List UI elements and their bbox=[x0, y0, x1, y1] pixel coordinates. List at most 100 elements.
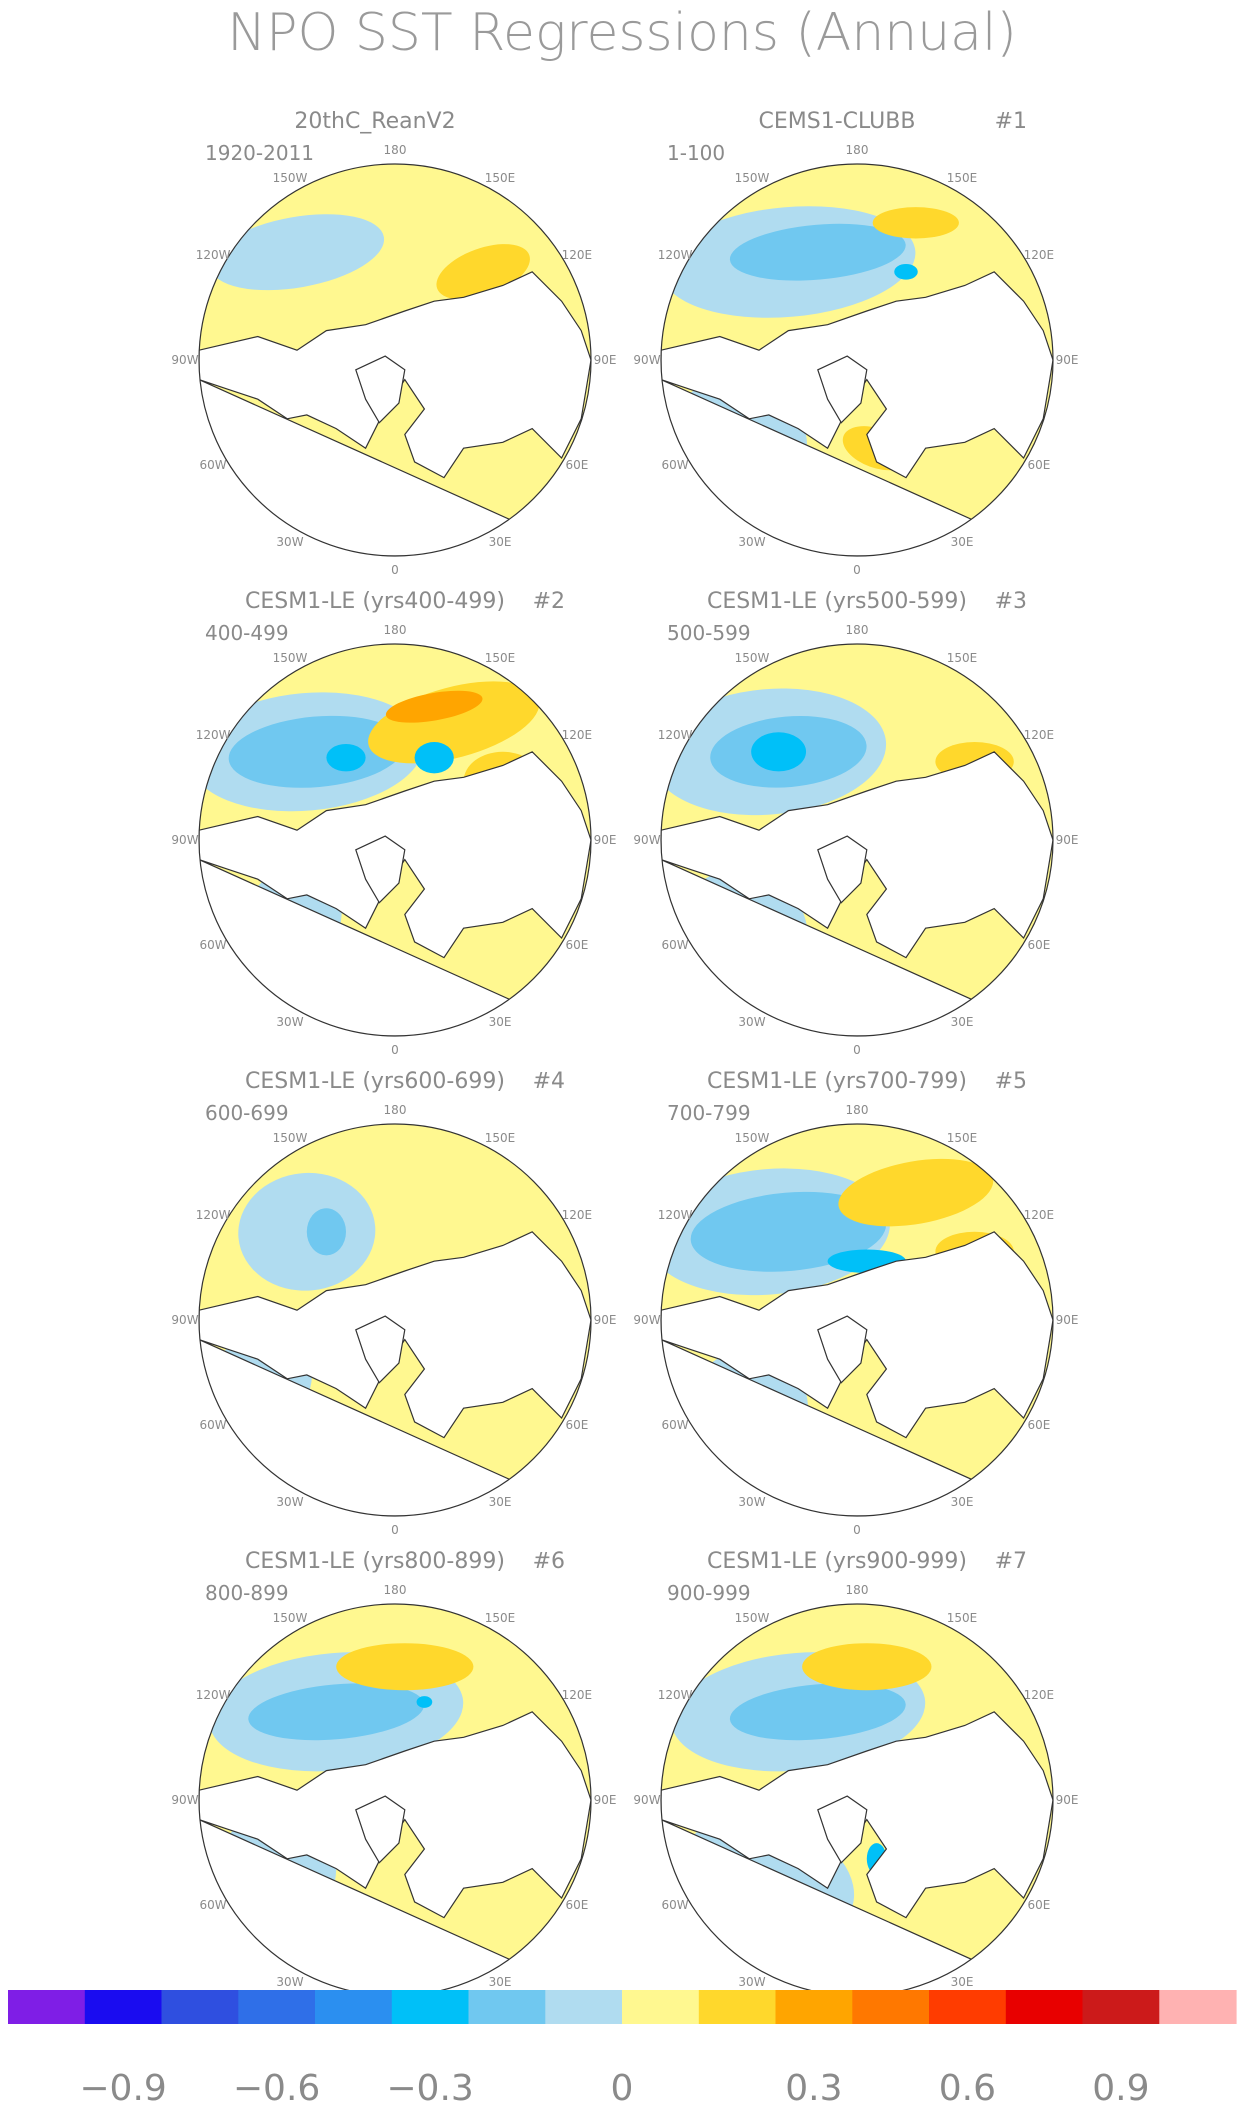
colorbar: −0.9 −0.6 −0.3 0 0.3 0.6 0.9 bbox=[8, 1990, 1237, 2109]
lon-label: 30E bbox=[951, 1975, 974, 1989]
lon-label: 30W bbox=[276, 1015, 303, 1029]
lon-label: 180 bbox=[384, 143, 407, 157]
land-mask bbox=[199, 1711, 591, 1996]
map-border bbox=[198, 1123, 592, 1517]
land-mask bbox=[661, 751, 1053, 1036]
land-mask bbox=[661, 271, 1053, 556]
map-panel: 180150E120E90E60E30E030W60W90W120W150WCE… bbox=[633, 1069, 1078, 1537]
lon-label: 60E bbox=[565, 938, 588, 952]
lon-label: 150E bbox=[947, 1131, 978, 1145]
lon-label: 150W bbox=[273, 651, 308, 665]
lon-label: 30E bbox=[489, 1015, 512, 1029]
lon-label: 0 bbox=[391, 1043, 399, 1057]
colorbar-tick-label: 0.6 bbox=[939, 2068, 996, 2109]
map-border bbox=[660, 163, 1054, 557]
lon-label: 180 bbox=[384, 623, 407, 637]
lon-label: 150E bbox=[947, 651, 978, 665]
colorbar-swatch bbox=[545, 1990, 623, 2024]
greenland-outline bbox=[817, 355, 868, 424]
lon-label: 90E bbox=[594, 833, 617, 847]
lon-label: 150W bbox=[735, 171, 770, 185]
lon-label: 30E bbox=[951, 1495, 974, 1509]
lon-label: 120W bbox=[196, 1208, 231, 1222]
panel-years: 600-699 bbox=[205, 1101, 289, 1125]
lon-label: 180 bbox=[384, 1103, 407, 1117]
colorbar-swatch bbox=[852, 1990, 930, 2024]
colorbar-tick-label: 0.3 bbox=[785, 2068, 842, 2109]
colorbar-swatch bbox=[8, 1990, 86, 2024]
lon-label: 90E bbox=[1056, 353, 1079, 367]
panel-years: 500-599 bbox=[667, 621, 751, 645]
land-mask bbox=[199, 751, 591, 1036]
greenland-outline bbox=[355, 355, 406, 424]
lon-label: 30W bbox=[738, 1015, 765, 1029]
colorbar-swatch bbox=[84, 1990, 163, 2024]
greenland-outline bbox=[355, 1315, 406, 1384]
lon-label: 60E bbox=[565, 458, 588, 472]
colorbar-tick-label: 0.9 bbox=[1092, 2068, 1149, 2109]
figure-title: NPO SST Regressions (Annual) bbox=[227, 3, 1017, 63]
lon-label: 180 bbox=[846, 623, 869, 637]
panel-tag: #7 bbox=[995, 1549, 1027, 1574]
colorbar-tick-label: −0.3 bbox=[386, 2068, 473, 2109]
lon-label: 120E bbox=[562, 1688, 593, 1702]
lon-label: 60W bbox=[200, 1418, 227, 1432]
lon-label: 30E bbox=[489, 1495, 512, 1509]
map-panel: 180150E120E90E60E30E030W60W90W120W150WCE… bbox=[171, 589, 616, 1057]
colorbar-tick-label: 0 bbox=[611, 2068, 634, 2109]
colorbar-swatch bbox=[468, 1990, 546, 2024]
lon-label: 150W bbox=[273, 1611, 308, 1625]
lon-label: 90W bbox=[633, 1313, 660, 1327]
panel-tag: #4 bbox=[533, 1069, 565, 1094]
land-mask bbox=[199, 1231, 591, 1516]
lon-label: 30W bbox=[738, 1495, 765, 1509]
greenland-outline bbox=[817, 1795, 868, 1864]
colorbar-swatch bbox=[929, 1990, 1007, 2024]
lon-label: 120E bbox=[562, 1208, 593, 1222]
lon-label: 30E bbox=[489, 535, 512, 549]
lon-label: 120W bbox=[658, 728, 693, 742]
lon-label: 150W bbox=[735, 1611, 770, 1625]
map-panel: 180150E120E90E60E30E030W60W90W120W150WCE… bbox=[633, 1549, 1078, 2017]
panel-years: 800-899 bbox=[205, 1581, 289, 1605]
lon-label: 150W bbox=[273, 171, 308, 185]
lon-label: 60E bbox=[1027, 1418, 1050, 1432]
map-panel: 180150E120E90E60E30E030W60W90W120W150WCE… bbox=[171, 1549, 616, 2017]
lon-label: 60E bbox=[565, 1898, 588, 1912]
map-panel: 180150E120E90E60E30E030W60W90W120W150WCE… bbox=[171, 1069, 616, 1537]
lon-label: 120W bbox=[658, 1688, 693, 1702]
colorbar-swatch bbox=[1159, 1990, 1237, 2024]
panel-title: CESM1-LE (yrs600-699) bbox=[245, 1069, 505, 1094]
lon-label: 30E bbox=[951, 535, 974, 549]
map-border bbox=[660, 643, 1054, 1037]
lon-label: 60W bbox=[662, 1418, 689, 1432]
lon-label: 90E bbox=[1056, 1313, 1079, 1327]
lon-label: 120W bbox=[196, 248, 231, 262]
map-panel: 180150E120E90E60E30E030W60W90W120W150WCE… bbox=[633, 589, 1078, 1057]
colorbar-tick-label: −0.6 bbox=[233, 2068, 320, 2109]
colorbar-swatch bbox=[161, 1990, 239, 2024]
panel-title: CESM1-LE (yrs400-499) bbox=[245, 589, 505, 614]
lon-label: 30W bbox=[276, 535, 303, 549]
lon-label: 60W bbox=[662, 1898, 689, 1912]
lon-label: 90E bbox=[594, 1313, 617, 1327]
panel-title: CESM1-LE (yrs800-899) bbox=[245, 1549, 505, 1574]
map-panel: 180 150E 120E 90E 60E 30E 0 30W 60W 90W 120W 150W 20… bbox=[171, 109, 616, 577]
lon-label: 60W bbox=[200, 938, 227, 952]
lon-label: 90E bbox=[594, 1793, 617, 1807]
panel-tag: #3 bbox=[995, 589, 1027, 614]
lon-label: 180 bbox=[846, 1583, 869, 1597]
lon-label: 150E bbox=[485, 171, 516, 185]
lon-label: 90W bbox=[171, 833, 198, 847]
lon-label: 60E bbox=[565, 1418, 588, 1432]
greenland-outline bbox=[817, 1315, 868, 1384]
map-border bbox=[198, 643, 592, 1037]
lon-label: 150E bbox=[485, 651, 516, 665]
lon-label: 150W bbox=[735, 1131, 770, 1145]
panel-tag: #5 bbox=[995, 1069, 1027, 1094]
panel-years: 700-799 bbox=[667, 1101, 751, 1125]
lon-label: 150E bbox=[947, 171, 978, 185]
lon-label: 90E bbox=[1056, 1793, 1079, 1807]
lon-label: 90W bbox=[633, 353, 660, 367]
lon-label: 180 bbox=[846, 143, 869, 157]
